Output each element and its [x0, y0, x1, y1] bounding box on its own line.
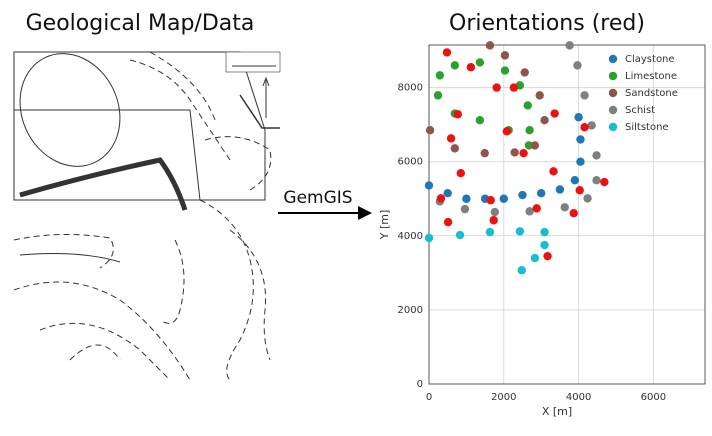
legend-label: Sandstone: [625, 88, 678, 99]
y-axis-label: Y [m]: [378, 210, 391, 241]
point: [525, 126, 534, 135]
x-tick-label: 6000: [641, 392, 666, 403]
point: [540, 227, 549, 237]
point: [517, 266, 526, 275]
point: [523, 101, 532, 110]
orientation-point: [543, 251, 552, 261]
point: [499, 194, 508, 203]
point: [455, 230, 465, 240]
geological-map: [13, 51, 281, 381]
point: [460, 204, 470, 214]
orientation-point: [489, 216, 498, 225]
point: [574, 113, 583, 122]
orientation-point: [442, 48, 452, 57]
chart: 0 2000 4000 6000 0 2000 4000 6000 8000 Orientatio…: [378, 11, 706, 418]
x-tick-label: 4000: [566, 392, 591, 403]
legend-marker: [608, 71, 618, 81]
orientation-point: [580, 123, 589, 132]
orientation-point: [509, 83, 519, 92]
point: [490, 207, 500, 217]
orientation-point: [549, 167, 558, 176]
point: [565, 41, 574, 50]
orientation-point: [532, 204, 541, 213]
point: [510, 148, 519, 157]
point: [520, 68, 529, 77]
point: [573, 61, 582, 70]
legend-marker: [608, 54, 618, 64]
legend-label: Schist: [625, 105, 655, 116]
left-title: Geological Map/Data: [26, 11, 255, 36]
y-tick-label: 8000: [398, 83, 423, 94]
point: [583, 194, 592, 203]
point: [515, 227, 525, 236]
orientation-point: [486, 196, 495, 205]
point: [480, 148, 489, 158]
x-tick-label: 2000: [491, 392, 516, 403]
point: [500, 51, 510, 60]
point: [485, 227, 495, 237]
point: [525, 207, 534, 216]
point: [540, 240, 549, 250]
orientation-point: [456, 168, 465, 178]
orientation-point: [443, 217, 453, 227]
point: [433, 91, 443, 100]
point: [592, 151, 601, 160]
point: [518, 190, 527, 200]
legend-label: Limestone: [625, 71, 677, 82]
point: [555, 185, 565, 194]
arrow-head: [358, 206, 372, 220]
point: [462, 194, 471, 203]
orientation-point: [446, 134, 456, 143]
point: [443, 188, 452, 198]
arrow-label: GemGIS: [283, 188, 352, 208]
plot-background: [429, 45, 705, 384]
point: [450, 61, 460, 70]
y-tick-label: 0: [417, 379, 423, 390]
point: [530, 141, 540, 150]
y-tick-label: 4000: [398, 231, 423, 242]
point: [535, 91, 544, 100]
point: [475, 116, 485, 125]
orientation-point: [519, 148, 528, 158]
point: [560, 203, 569, 212]
point: [485, 41, 495, 50]
orientation-point: [436, 194, 446, 203]
point: [475, 58, 485, 67]
point: [435, 71, 445, 80]
orientation-point: [453, 110, 462, 119]
point: [450, 144, 460, 153]
point: [500, 66, 510, 75]
point: [592, 176, 601, 185]
point: [540, 116, 549, 125]
x-tick-label: 0: [426, 392, 432, 403]
orientation-point: [600, 177, 609, 187]
x-axis-label: X [m]: [542, 405, 572, 418]
point: [425, 126, 435, 135]
point: [576, 157, 585, 166]
chart-title: Orientations (red): [449, 11, 645, 36]
legend-marker: [608, 105, 618, 115]
point: [536, 188, 546, 198]
orientation-point: [492, 83, 501, 92]
orientation-point: [569, 209, 578, 218]
point: [587, 121, 596, 130]
point: [570, 176, 580, 185]
orientation-point: [502, 127, 511, 136]
orientation-point: [575, 186, 584, 195]
legend-marker: [608, 88, 618, 98]
legend-label: Siltstone: [625, 122, 669, 133]
point: [530, 253, 540, 263]
orientation-point: [550, 109, 559, 118]
legend-label: Claystone: [625, 54, 675, 65]
point: [580, 91, 589, 100]
point: [576, 135, 585, 144]
point: [424, 181, 434, 190]
orientation-point: [466, 63, 476, 72]
y-tick-label: 6000: [398, 157, 423, 168]
legend-marker: [608, 122, 618, 132]
point: [524, 141, 534, 150]
y-tick-label: 2000: [398, 305, 423, 316]
point: [424, 233, 434, 243]
